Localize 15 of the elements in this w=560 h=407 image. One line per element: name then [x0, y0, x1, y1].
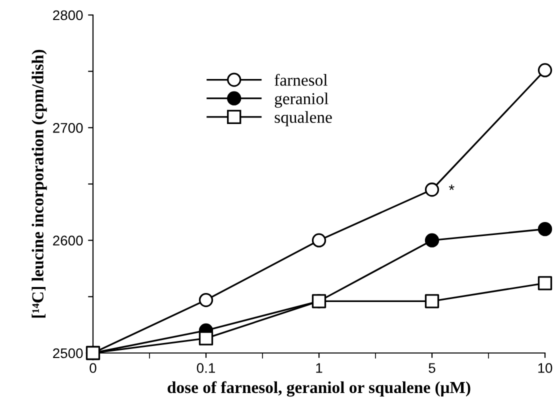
x-tick-label: 1 — [316, 363, 322, 373]
y-tick-label: 2800 — [53, 10, 83, 20]
annotation: * — [448, 184, 454, 190]
x-tick-label: 5 — [428, 363, 436, 373]
x-axis-title: dose of farnesol, geraniol or squalene (μM) — [168, 381, 470, 397]
x-tick-label: 0.1 — [196, 363, 215, 373]
legend-label: farnesol — [274, 74, 328, 86]
legend-label: squalene — [274, 111, 332, 126]
y-tick-label: 2600 — [53, 236, 83, 246]
x-tick-label: 10 — [538, 363, 552, 373]
y-axis-title: [¹⁴C] leucine incorporation (cpm/dish) — [32, 50, 47, 318]
y-tick-label: 2700 — [53, 123, 83, 133]
x-tick-label: 0 — [90, 363, 96, 373]
y-tick-label: 2500 — [53, 348, 83, 358]
legend-label: geraniol — [274, 92, 328, 108]
